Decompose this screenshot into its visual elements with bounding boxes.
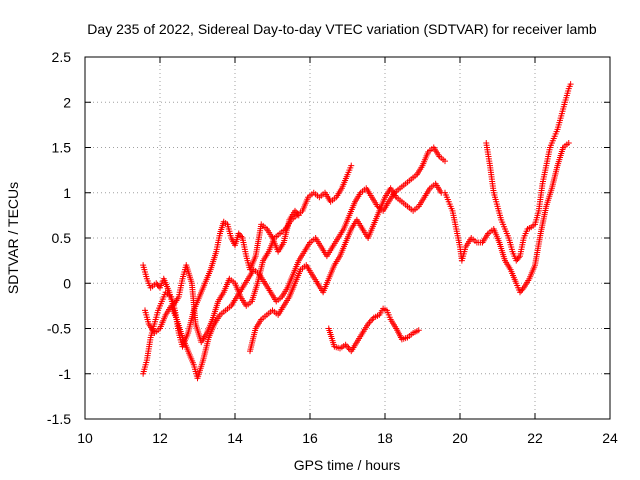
y-tick-label: 0.5 (52, 230, 72, 246)
y-tick-label: 1.5 (52, 140, 72, 156)
y-tick-labels: -1.5 -1 -0.5 0 0.5 1 1.5 2 2.5 (47, 49, 71, 427)
y-axis-label: SDTVAR / TECUs (5, 182, 21, 294)
series-track-c (142, 144, 448, 382)
x-tick-label: 10 (77, 430, 93, 446)
y-tick-label: 0 (63, 275, 71, 291)
data-point (565, 139, 572, 146)
x-tick-label: 14 (227, 430, 243, 446)
data-point (348, 162, 355, 169)
data-point (367, 317, 374, 324)
x-tick-label: 18 (377, 430, 393, 446)
chart-title: Day 235 of 2022, Sidereal Day-to-day VTE… (87, 21, 597, 37)
y-tick-label: -1.5 (47, 411, 71, 427)
series-track-e (325, 305, 422, 355)
y-tick-label: 2.5 (52, 49, 72, 65)
series-track-f (442, 139, 572, 296)
y-tick-label: 2 (63, 94, 71, 110)
x-axis-label: GPS time / hours (294, 457, 401, 473)
y-tick-label: -0.5 (47, 321, 71, 337)
x-tick-labels: 10 12 14 16 18 20 22 24 (77, 430, 618, 446)
data-point (415, 327, 422, 334)
x-tick-label: 20 (452, 430, 468, 446)
data-point (344, 343, 351, 350)
series-track-g (483, 81, 574, 264)
x-tick-label: 16 (302, 430, 318, 446)
data-point (442, 158, 448, 165)
axis-ticks (84, 56, 611, 420)
x-tick-label: 22 (527, 430, 543, 446)
x-tick-label: 24 (602, 430, 618, 446)
y-tick-label: 1 (63, 185, 71, 201)
data-point (567, 81, 574, 88)
x-tick-label: 12 (152, 430, 168, 446)
series-track-d (247, 180, 445, 355)
y-tick-label: -1 (59, 366, 72, 382)
data-points (140, 81, 574, 382)
